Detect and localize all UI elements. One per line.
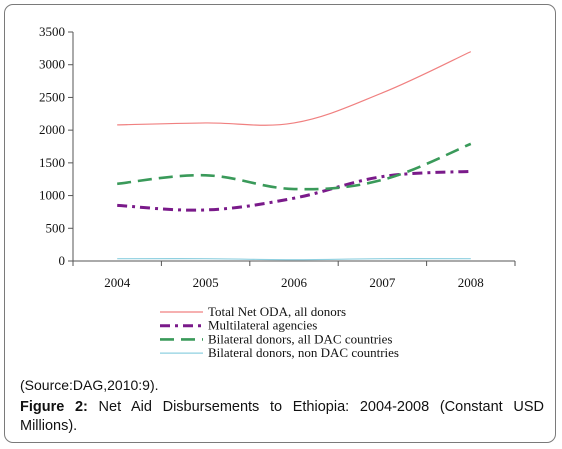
x-tick-label: 2007 bbox=[369, 275, 396, 290]
y-tick-label: 3500 bbox=[39, 24, 65, 39]
y-tick-label: 1500 bbox=[39, 155, 65, 170]
x-tick-label: 2005 bbox=[193, 275, 219, 290]
y-tick-label: 2000 bbox=[39, 122, 65, 137]
legend-label-1: Multilateral agencies bbox=[208, 318, 317, 333]
x-tick-label: 2008 bbox=[458, 275, 484, 290]
series-line-2 bbox=[117, 142, 472, 191]
x-tick-label: 2006 bbox=[281, 275, 308, 290]
y-tick-label: 500 bbox=[46, 220, 66, 235]
y-tick-label: 3000 bbox=[39, 57, 65, 72]
figure-caption: Figure 2: Net Aid Disbursements to Ethio… bbox=[20, 398, 544, 436]
y-tick-label: 0 bbox=[59, 253, 66, 268]
source-note: (Source:DAG,2010:9). bbox=[20, 377, 159, 393]
series-line-3 bbox=[117, 258, 471, 261]
caption-label: Figure 2: bbox=[20, 399, 88, 415]
caption-text: Net Aid Disbursements to Ethiopia: 2004-… bbox=[20, 399, 544, 434]
x-tick-label: 2004 bbox=[104, 275, 131, 290]
chart-series bbox=[117, 51, 472, 261]
y-tick-label: 2500 bbox=[39, 89, 65, 104]
figure-frame bbox=[4, 4, 556, 443]
line-chart: 0 500 1000 1500 2000 2500 3000 3500 2004 2005 2006… bbox=[39, 24, 516, 360]
series-line-0 bbox=[117, 51, 472, 126]
legend-label-0: Total Net ODA, all donors bbox=[208, 304, 346, 319]
legend-label-3: Bilateral donors, non DAC countries bbox=[208, 345, 399, 360]
y-tick-label: 1000 bbox=[39, 188, 65, 203]
legend-label-2: Bilateral donors, all DAC countries bbox=[208, 331, 393, 346]
chart-axes: 0 500 1000 1500 2000 2500 3000 3500 2004 2005 2006… bbox=[39, 24, 516, 290]
series-line-1 bbox=[117, 169, 471, 212]
